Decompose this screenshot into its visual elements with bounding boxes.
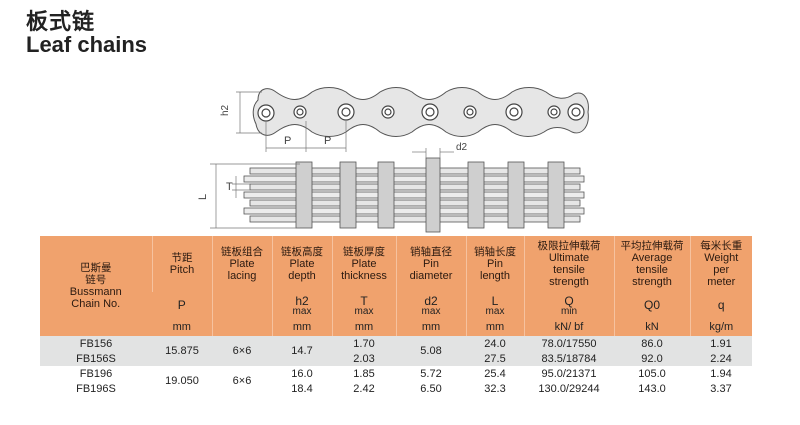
- cell-pin-length: 32.3: [466, 381, 524, 396]
- cell-average: 92.0: [614, 351, 690, 366]
- symbol-depth: h2 max: [271, 292, 332, 318]
- cell-pin-length: 25.4: [466, 366, 524, 381]
- cell-weight: 1.94: [690, 366, 752, 381]
- page-title-cn: 板式链: [26, 10, 96, 35]
- cell-thickness: 2.42: [332, 381, 396, 396]
- unit-row: mm mm mm mm mm kN/ bf kN kg/m: [40, 318, 752, 336]
- cell-pin-diameter: 5.72: [396, 366, 466, 381]
- symbol-average: Q0: [613, 292, 690, 318]
- symbol-weight: q: [689, 292, 752, 318]
- cell-chain-no: FB196: [40, 366, 152, 381]
- spec-table: 巴斯曼 链号 Bussmann Chain No. 节距 Pitch 链板组合 Pl…: [40, 236, 752, 396]
- cell-thickness: 1.70: [332, 336, 396, 351]
- header-ultimate: 极限拉伸载荷 Ultimate tensile strength: [523, 236, 614, 292]
- unit-pin-diameter: mm: [395, 318, 466, 336]
- cell-ultimate: 130.0/29244: [524, 381, 614, 396]
- pin-holes: [257, 103, 585, 122]
- unit-weight: kg/m: [689, 318, 752, 336]
- cell-ultimate: 78.0/17550: [524, 336, 614, 351]
- cell-pitch: 19.050: [152, 366, 212, 396]
- L-label: L: [197, 194, 209, 200]
- pin-heads: [295, 157, 565, 233]
- symbol-pin-diameter: d2 max: [395, 292, 466, 318]
- d2-label: d2: [456, 142, 468, 153]
- cell-weight: 1.91: [690, 336, 752, 351]
- cell-depth: 14.7: [272, 336, 332, 366]
- chain-side-view: [252, 87, 589, 137]
- header-average: 平均拉伸载荷 Average tensile strength: [613, 236, 690, 292]
- unit-depth: mm: [271, 318, 332, 336]
- unit-thickness: mm: [331, 318, 396, 336]
- header-row: 巴斯曼 链号 Bussmann Chain No. 节距 Pitch 链板组合 Pl…: [40, 236, 752, 336]
- header-lacing: 链板组合 Plate lacing: [211, 236, 272, 292]
- cell-lacing: 6×6: [212, 336, 272, 366]
- cell-weight: 3.37: [690, 381, 752, 396]
- cell-lacing: 6×6: [212, 366, 272, 396]
- table-row: FB196S 18.4 2.42 6.50 32.3 130.0/29244 1…: [40, 381, 752, 396]
- cell-chain-no: FB156: [40, 336, 152, 351]
- header-pin-length: 销轴长度 Pin length: [465, 236, 524, 292]
- symbol-pitch: P: [152, 292, 212, 318]
- pitch-dimension: [265, 121, 347, 152]
- pitch-label-1: P: [284, 135, 291, 147]
- unit-pitch: mm: [152, 318, 212, 336]
- symbol-lacing: [211, 292, 272, 318]
- unit-ultimate: kN/ bf: [523, 318, 614, 336]
- header-weight: 每米长重 Weight per meter: [689, 236, 752, 292]
- cell-weight: 2.24: [690, 351, 752, 366]
- table-row: FB156S 2.03 27.5 83.5/18784 92.0 2.24: [40, 351, 752, 366]
- unit-lacing: [211, 318, 272, 336]
- page-title-en: Leaf chains: [26, 32, 148, 57]
- cell-pin-diameter: 6.50: [396, 381, 466, 396]
- cell-average: 105.0: [614, 366, 690, 381]
- cell-pin-length: 27.5: [466, 351, 524, 366]
- cell-chain-no: FB196S: [40, 381, 152, 396]
- cell-thickness: 2.03: [332, 351, 396, 366]
- unit-pin-length: mm: [465, 318, 524, 336]
- h2-label: h2: [220, 104, 231, 116]
- table-row: FB156 15.875 6×6 14.7 1.70 5.08 24.0 78.…: [40, 336, 752, 366]
- h2-dimension: [236, 91, 262, 134]
- d2-dimension: [412, 148, 454, 158]
- T-label: T: [226, 181, 233, 193]
- cell-depth: 18.4: [272, 381, 332, 396]
- unit-average: kN: [613, 318, 690, 336]
- cell-thickness: 1.85: [332, 366, 396, 381]
- cell-chain-no: FB156S: [40, 351, 152, 366]
- lt-dimension: [210, 163, 300, 229]
- chain-top-view: [243, 167, 585, 223]
- pitch-label-2: P: [324, 135, 331, 147]
- cell-ultimate: 95.0/21371: [524, 366, 614, 381]
- header-pin-diameter: 销轴直径 Pin diameter: [395, 236, 466, 292]
- header-pitch: 节距 Pitch: [151, 236, 212, 292]
- table-row: FB196 19.050 6×6 16.0 1.85 5.72 25.4 95.…: [40, 366, 752, 396]
- header-chain-no: 巴斯曼 链号 Bussmann Chain No.: [40, 236, 152, 336]
- header-depth: 链板高度 Plate depth: [271, 236, 332, 292]
- cell-pin-diameter: 5.08: [396, 336, 466, 366]
- cell-ultimate: 83.5/18784: [524, 351, 614, 366]
- cell-pin-length: 24.0: [466, 336, 524, 351]
- chain-drawing: h2 P P d2 L T: [197, 87, 589, 233]
- cell-average: 86.0: [614, 336, 690, 351]
- cell-depth: 16.0: [272, 366, 332, 381]
- cell-pitch: 15.875: [152, 336, 212, 366]
- header-thickness: 链板厚度 Plate thickness: [331, 236, 396, 292]
- cell-average: 143.0: [614, 381, 690, 396]
